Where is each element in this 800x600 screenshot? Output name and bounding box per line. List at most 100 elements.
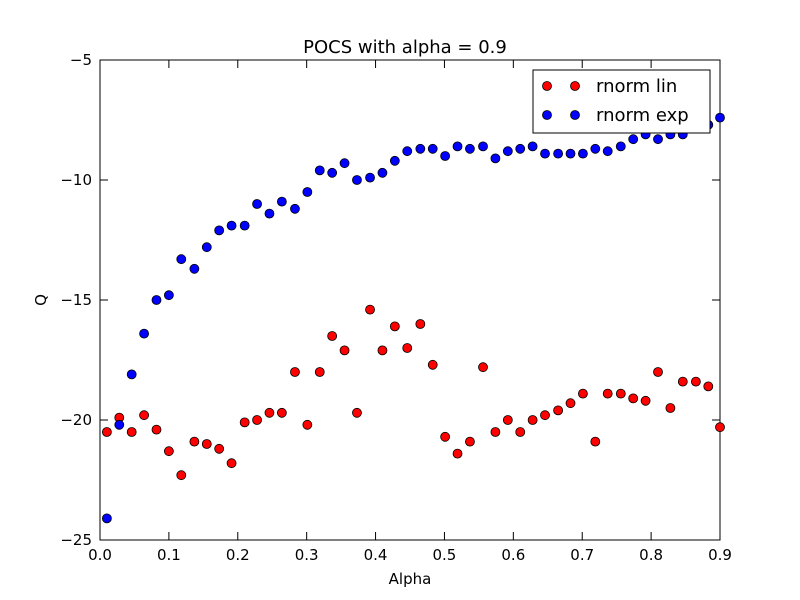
- x-tick-label: 0.1: [157, 546, 181, 564]
- legend: rnorm lin rnorm exp: [532, 69, 711, 134]
- point-rnorm-exp: [615, 141, 626, 152]
- point-rnorm-lin: [540, 410, 550, 421]
- point-rnorm-lin: [252, 415, 262, 425]
- point-rnorm-lin: [427, 359, 438, 370]
- point-rnorm-exp: [290, 203, 300, 214]
- y-tick-label: −15: [60, 291, 92, 309]
- point-rnorm-exp: [527, 141, 538, 152]
- legend-marker-rnorm-exp-2: [570, 110, 580, 120]
- point-rnorm-lin: [440, 431, 451, 442]
- point-rnorm-lin: [352, 407, 362, 418]
- point-rnorm-exp: [415, 143, 426, 154]
- x-tick-label: 0.7: [570, 546, 594, 564]
- legend-label-rnorm-lin: rnorm lin: [596, 76, 677, 97]
- point-rnorm-exp: [352, 175, 362, 185]
- point-rnorm-exp: [339, 158, 350, 169]
- point-rnorm-lin: [527, 415, 538, 425]
- point-rnorm-lin: [290, 367, 300, 377]
- legend-marker-rnorm-lin: [542, 81, 552, 91]
- point-rnorm-lin: [465, 436, 475, 447]
- legend-marker-rnorm-exp: [542, 110, 552, 120]
- point-rnorm-exp: [540, 148, 550, 159]
- x-axis-label: Alpha: [389, 570, 432, 588]
- point-rnorm-lin: [402, 343, 413, 353]
- point-rnorm-lin: [615, 388, 626, 399]
- point-rnorm-lin: [590, 436, 601, 447]
- point-rnorm-lin: [478, 362, 488, 373]
- point-rnorm-exp: [114, 419, 125, 430]
- point-rnorm-lin: [502, 415, 513, 425]
- point-rnorm-exp: [602, 146, 613, 157]
- point-rnorm-exp: [226, 220, 237, 231]
- point-rnorm-lin: [377, 345, 388, 356]
- point-rnorm-lin: [201, 439, 212, 449]
- point-rnorm-lin: [578, 388, 588, 399]
- point-rnorm-lin: [163, 446, 174, 457]
- point-rnorm-exp: [101, 513, 112, 524]
- x-tick-label: 0.8: [639, 546, 663, 564]
- x-tick-label: 0.4: [364, 546, 388, 564]
- point-rnorm-exp: [314, 165, 325, 176]
- axis-ticks: 0.0 0.1 0.2 0.3 0.4 0.5 0.6 0.7 0.8 0.9 −25 −20 −15 −…: [60, 51, 732, 564]
- point-rnorm-exp: [176, 254, 187, 265]
- point-rnorm-exp: [327, 167, 338, 178]
- y-tick-label: −20: [60, 411, 92, 429]
- legend-marker-rnorm-lin-2: [570, 81, 580, 91]
- point-rnorm-exp: [502, 146, 513, 157]
- point-rnorm-lin: [276, 407, 287, 418]
- y-tick-label: −5: [70, 51, 92, 69]
- point-rnorm-exp: [590, 143, 601, 154]
- point-rnorm-exp: [427, 143, 438, 154]
- axes-frame: [99, 59, 721, 541]
- point-rnorm-lin: [139, 410, 149, 421]
- point-rnorm-exp: [189, 263, 200, 274]
- data-points: [101, 112, 725, 524]
- point-rnorm-lin: [415, 319, 426, 329]
- point-rnorm-lin: [126, 427, 137, 437]
- point-rnorm-exp: [252, 199, 262, 209]
- point-rnorm-lin: [176, 470, 187, 481]
- point-rnorm-lin: [515, 427, 526, 437]
- point-rnorm-exp: [239, 220, 250, 231]
- point-rnorm-exp: [151, 295, 162, 305]
- point-rnorm-lin: [715, 422, 725, 433]
- x-tick-label: 0.0: [88, 546, 112, 564]
- point-rnorm-lin: [452, 448, 463, 459]
- point-rnorm-exp: [478, 141, 488, 152]
- point-rnorm-lin: [628, 393, 639, 404]
- point-rnorm-lin: [151, 424, 162, 435]
- point-rnorm-exp: [628, 134, 639, 145]
- point-rnorm-exp: [715, 112, 725, 123]
- point-rnorm-exp: [565, 148, 576, 159]
- point-rnorm-exp: [214, 225, 225, 236]
- point-rnorm-exp: [465, 143, 475, 154]
- point-rnorm-exp: [365, 172, 375, 183]
- point-rnorm-lin: [677, 376, 688, 387]
- point-rnorm-exp: [653, 134, 663, 145]
- point-rnorm-lin: [264, 407, 275, 418]
- point-rnorm-lin: [565, 398, 576, 409]
- x-tick-label: 0.3: [295, 546, 319, 564]
- point-rnorm-lin: [640, 395, 651, 406]
- y-tick-label: −25: [60, 531, 92, 549]
- point-rnorm-lin: [239, 417, 250, 428]
- point-rnorm-exp: [452, 141, 463, 152]
- plot-area: [99, 59, 721, 541]
- point-rnorm-exp: [126, 369, 137, 380]
- point-rnorm-exp: [440, 151, 451, 161]
- x-tick-label: 0.9: [708, 546, 732, 564]
- point-rnorm-lin: [389, 321, 400, 332]
- legend-label-rnorm-exp: rnorm exp: [596, 105, 689, 126]
- point-rnorm-lin: [653, 367, 663, 377]
- point-rnorm-lin: [101, 427, 112, 437]
- point-rnorm-exp: [389, 155, 400, 166]
- point-rnorm-lin: [602, 388, 613, 399]
- point-rnorm-lin: [327, 331, 338, 341]
- x-tick-label: 0.6: [501, 546, 525, 564]
- point-rnorm-lin: [553, 405, 564, 416]
- point-rnorm-exp: [553, 148, 564, 159]
- point-rnorm-lin: [189, 436, 200, 447]
- point-rnorm-lin: [302, 419, 313, 430]
- point-rnorm-exp: [201, 242, 212, 253]
